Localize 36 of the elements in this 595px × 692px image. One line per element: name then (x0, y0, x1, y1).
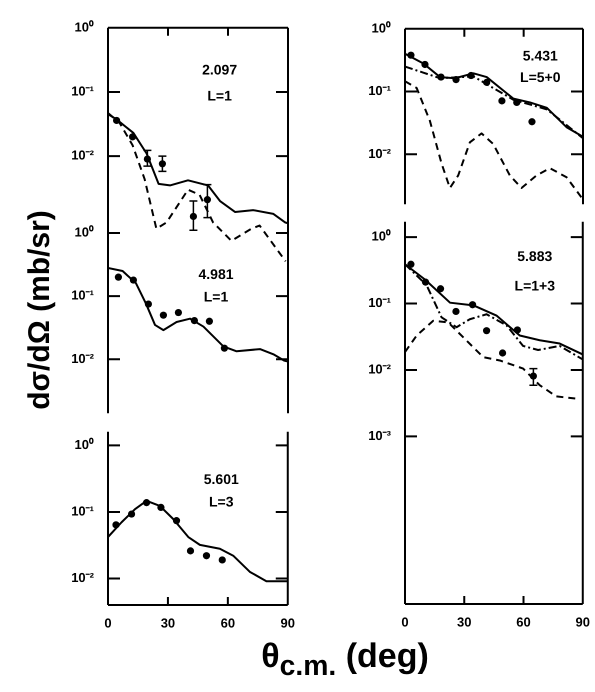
y-tick-label: 10⁰ (74, 436, 94, 452)
y-tick-label: 10⁰ (372, 228, 391, 244)
y-tick-label: 10⁻¹ (71, 84, 94, 99)
x-tick-label: 90 (576, 614, 590, 630)
annotation: L=1 (204, 288, 228, 305)
y-tick-label: 10⁻³ (368, 428, 392, 443)
y-tick-label: 10⁻¹ (368, 83, 391, 98)
annotation: 5.431 (522, 48, 558, 64)
y-tick-label: 10⁰ (74, 224, 94, 240)
annotation: 5.883 (517, 248, 552, 264)
x-tick-label: 30 (457, 614, 472, 630)
y-axis-title: dσ/dΩ (mb/sr) (23, 210, 57, 410)
annotation: 5.601 (204, 471, 239, 488)
y-tick-label: 10⁻² (368, 146, 392, 161)
y-tick-label: 10⁻¹ (71, 504, 94, 519)
x-tick-label: 90 (280, 615, 296, 630)
y-tick-label: 10⁻¹ (71, 288, 94, 303)
annotation: 2.097 (202, 61, 238, 78)
y-tick-label: 10⁻¹ (368, 295, 391, 310)
x-axis-title: θ$_{c.m.}$ (deg) (261, 637, 429, 683)
annotation: L=1 (207, 88, 232, 104)
annotation: 4.981 (198, 266, 234, 282)
x-tick-label: 30 (160, 615, 176, 630)
y-tick-label: 10⁰ (372, 20, 391, 36)
y-tick-label: 10⁻² (71, 148, 95, 163)
annotation: L=5+0 (520, 68, 561, 85)
annotation: L=3 (208, 494, 234, 510)
y-tick-label: 10⁻² (71, 350, 95, 366)
y-tick-label: 10⁻² (368, 362, 392, 377)
annotation: L=1+3 (514, 278, 556, 294)
x-tick-label: 60 (220, 615, 236, 630)
x-tick-label: 0 (104, 615, 112, 630)
x-tick-label: 60 (516, 614, 531, 630)
x-tick-label: 0 (401, 614, 409, 630)
y-tick-label: 10⁻² (71, 570, 95, 586)
y-tick-label: 10⁰ (74, 19, 94, 34)
